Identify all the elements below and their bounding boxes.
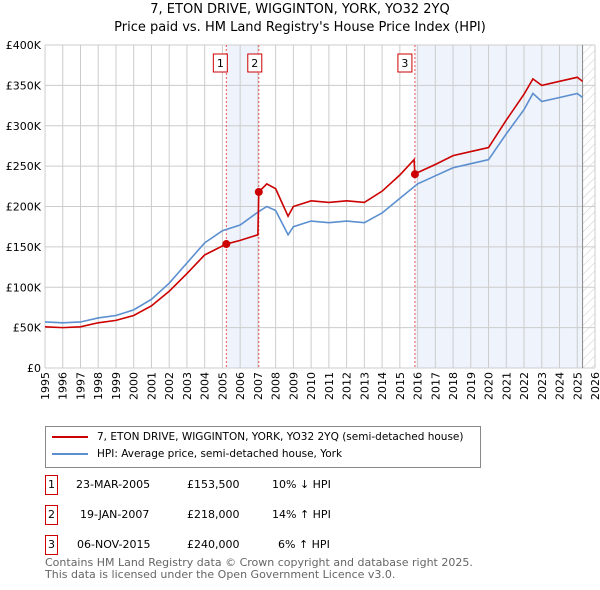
x-tick-label: 2008 <box>270 372 283 400</box>
x-tick-label: 1995 <box>39 372 52 400</box>
x-tick-label: 2015 <box>394 372 407 400</box>
x-tick-label: 1996 <box>57 372 70 400</box>
legend-label-property: 7, ETON DRIVE, WIGGINTON, YORK, YO32 2YQ… <box>97 431 464 443</box>
x-tick-label: 2024 <box>554 372 567 400</box>
footer: Contains HM Land Registry data © Crown c… <box>45 557 473 581</box>
transaction-number: 1 <box>45 475 58 495</box>
x-tick-label: 1997 <box>74 372 87 400</box>
transaction-hpi: 6% ↑ HPI <box>278 538 330 551</box>
hpi-line <box>44 92 584 324</box>
sale-point <box>410 170 419 179</box>
footer-line-1: Contains HM Land Registry data © Crown c… <box>45 556 473 569</box>
x-tick-label: 2021 <box>500 372 513 400</box>
legend-swatch-property <box>52 436 88 438</box>
x-tick-label: 2012 <box>341 372 354 400</box>
x-tick-label: 2017 <box>429 372 442 400</box>
sale-label: 3 <box>401 57 408 70</box>
y-tick-label: £150K <box>6 241 42 254</box>
transaction-row: 3 06-NOV-2015 £240,000 6% ↑ HPI <box>45 535 445 555</box>
property-price-line <box>44 76 584 329</box>
sale-label-box <box>247 53 263 73</box>
x-tick-label: 1999 <box>110 372 123 400</box>
x-tick-label: 2002 <box>163 372 176 400</box>
x-tick-label: 2003 <box>181 372 194 400</box>
x-tick-label: 2006 <box>234 372 247 400</box>
sale-label: 2 <box>251 57 258 70</box>
y-tick-label: £50K <box>13 322 42 335</box>
x-tick-label: 2005 <box>216 372 229 400</box>
transaction-hpi: 14% ↑ HPI <box>272 508 331 521</box>
x-tick-label: 2025 <box>571 372 584 400</box>
transaction-number: 2 <box>45 505 58 525</box>
x-tick-label: 2010 <box>305 372 318 400</box>
x-tick-label: 2000 <box>128 372 141 400</box>
y-tick-label: £300K <box>6 120 42 133</box>
y-tick-label: £100K <box>6 281 42 294</box>
x-tick-label: 2023 <box>536 372 549 400</box>
transaction-price: £240,000 <box>187 538 240 551</box>
x-tick-label: 2013 <box>358 372 371 400</box>
transaction-price: £218,000 <box>187 508 240 521</box>
sale-point <box>222 240 231 249</box>
x-tick-label: 2009 <box>287 372 300 400</box>
chart-subtitle: Price paid vs. HM Land Registry's House … <box>114 20 486 35</box>
x-tick-label: 2014 <box>376 372 389 400</box>
transaction-row: 1 23-MAR-2005 £153,500 10% ↓ HPI <box>45 475 445 495</box>
x-tick-label: 2016 <box>412 372 425 400</box>
x-tick-label: 2020 <box>483 372 496 400</box>
legend-swatch-hpi <box>52 453 88 455</box>
sale-label-box <box>212 53 228 73</box>
transaction-row: 2 19-JAN-2007 £218,000 14% ↑ HPI <box>45 505 445 525</box>
x-tick-label: 2001 <box>145 372 158 400</box>
x-tick-label: 2004 <box>199 372 212 400</box>
transaction-date: 19-JAN-2007 <box>80 508 150 521</box>
x-tick-label: 2007 <box>252 372 265 400</box>
y-tick-label: £400K <box>6 39 42 52</box>
transaction-price: £153,500 <box>187 478 240 491</box>
x-tick-label: 1998 <box>92 372 105 400</box>
y-tick-label: £350K <box>6 79 42 92</box>
footer-line-2: This data is licensed under the Open Gov… <box>45 568 396 581</box>
x-tick-label: 2011 <box>323 372 336 400</box>
legend: 7, ETON DRIVE, WIGGINTON, YORK, YO32 2YQ… <box>45 426 481 468</box>
legend-item-property: 7, ETON DRIVE, WIGGINTON, YORK, YO32 2YQ… <box>52 431 464 443</box>
x-tick-label: 2026 <box>589 372 600 400</box>
legend-item-hpi: HPI: Average price, semi-detached house,… <box>52 448 342 460</box>
transaction-hpi: 10% ↓ HPI <box>272 478 331 491</box>
chart-title: 7, ETON DRIVE, WIGGINTON, YORK, YO32 2YQ <box>150 2 450 17</box>
legend-label-hpi: HPI: Average price, semi-detached house,… <box>97 448 343 460</box>
y-tick-label: £0 <box>27 362 41 375</box>
x-tick-label: 2019 <box>465 372 478 400</box>
y-tick-label: £200K <box>6 201 42 214</box>
price-chart: 1995 1996 1997 1998 1999 2000 2001 2002 2003 2004… <box>6 39 600 400</box>
sale-label-box <box>397 53 413 73</box>
transaction-date: 06-NOV-2015 <box>77 538 151 551</box>
sale-label: 1 <box>217 57 224 70</box>
transaction-number: 3 <box>45 535 58 555</box>
y-tick-label: £250K <box>6 160 42 173</box>
x-tick-label: 2018 <box>447 372 460 400</box>
transaction-date: 23-MAR-2005 <box>76 478 151 491</box>
sale-point <box>254 187 263 196</box>
x-tick-label: 2022 <box>518 372 531 400</box>
